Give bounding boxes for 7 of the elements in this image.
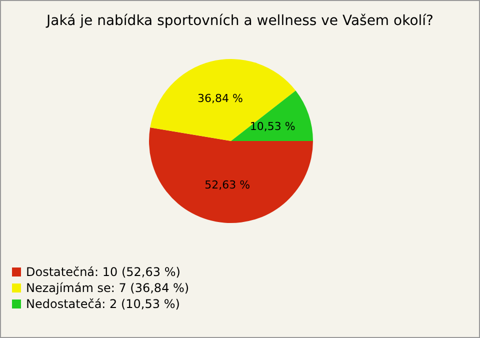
data-label: 52,63 % — [204, 178, 250, 192]
legend-label: Dostatečná: 10 (52,63 %) — [26, 265, 180, 279]
chart-title: Jaká je nabídka sportovních a wellness ve Vašem okolí? — [46, 13, 434, 29]
data-label: 10,53 % — [250, 120, 296, 134]
legend-label: Nedostatečá: 2 (10,53 %) — [26, 297, 180, 311]
legend-label: Nezajímám se: 7 (36,84 %) — [26, 281, 190, 295]
data-label: 36,84 % — [197, 92, 243, 105]
